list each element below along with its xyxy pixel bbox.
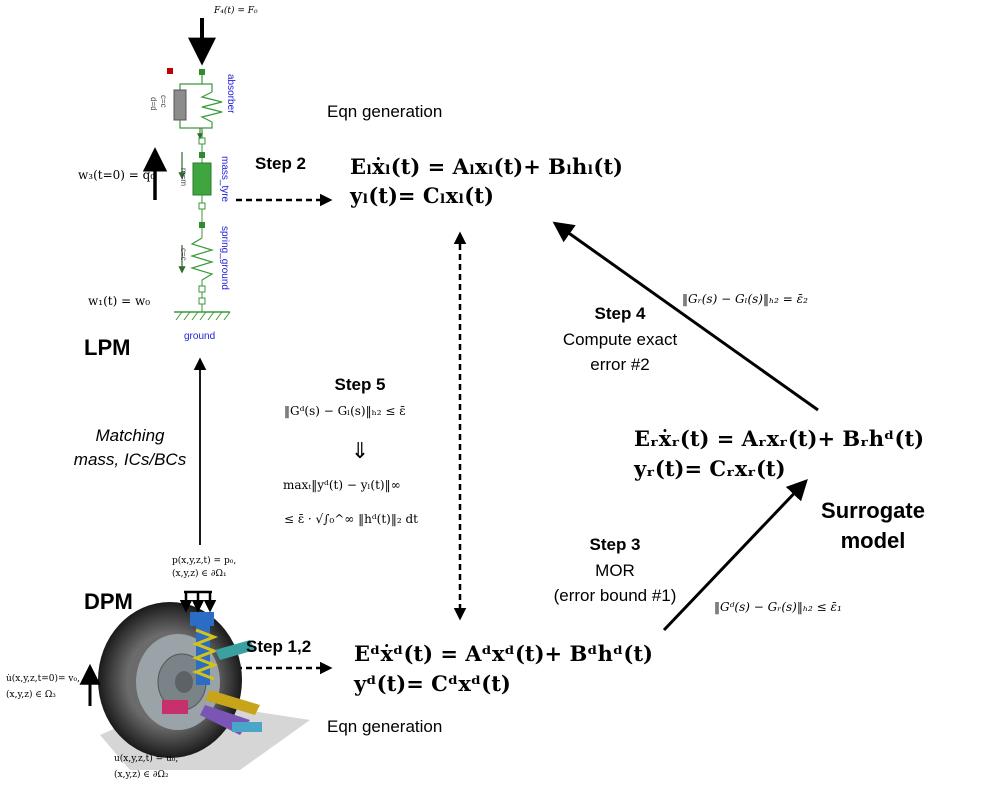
surrogate-line2: model [840,528,906,553]
error1-label: ‖Gᵈ(s) − Gᵣ(s)‖ₕ₂ ≤ ε̄₁ [714,600,842,614]
step4-arrow [552,221,819,412]
mass-tyre-label: mass_tyre [219,156,230,203]
ground-label: ground [184,331,216,342]
d-param-label: d=d [149,97,158,111]
dpm-label: DPM [84,589,133,614]
ic-line1: u̇(x,y,z,t=0)= v₀, [6,674,80,684]
step5-max: maxₜ‖yᵈ(t) − yₗ(t)‖∞ [283,478,401,492]
surrogate-line1: Surrogate [821,498,925,523]
eqn-bottom-line2: yᵈ(t)= Cᵈxᵈ(t) [354,671,511,696]
eqn-bottom-line1: Eᵈẋᵈ(t) = Aᵈxᵈ(t)+ Bᵈhᵈ(t) [354,641,653,666]
step3-line2: (error bound #1) [553,586,677,605]
step5-title: Step 5 [334,375,386,394]
m-param-label: m=m [179,168,188,186]
load-line1: p(x,y,z,t) = p₀, [172,556,237,566]
matching-line1: Matching [95,426,165,445]
eqn-right-line2: yᵣ(t)= Cᵣxᵣ(t) [634,456,786,481]
step12-label: Step 1,2 [246,637,312,656]
node-red [167,68,173,74]
eqn-right-line1: Eᵣẋᵣ(t) = Aᵣxᵣ(t)+ Bᵣhᵈ(t) [634,426,925,451]
mass-block [192,162,212,196]
step5-bound: ‖Gᵈ(s) − Gₗ(s)‖ₕ₂ ≤ ε̄ [284,404,406,418]
damper-block [173,89,187,121]
ground-spring [189,237,215,281]
ic-line2: (x,y,z) ∈ Ω₃ [6,690,56,700]
step5-implies: ⇓ [350,438,370,463]
lpm-label: LPM [84,335,131,360]
step3-arrow [662,478,808,632]
node-top [199,69,205,75]
error2-label: ‖Gᵣ(s) − Gₗ(s)‖ₕ₂ = ε̄₂ [682,292,808,306]
absorber-spring [200,91,223,123]
force-label: F₄(t) = F₀ [214,6,258,16]
w3-label: w₃(t=0) = q₀ [78,168,156,182]
step2-label: Step 2 [255,154,307,173]
step3-title: Step 3 [589,535,641,554]
step4-line1: Compute exact [562,330,678,349]
absorber-label: absorber [225,74,236,114]
load-line2: (x,y,z) ∈ ∂Ω₁ [172,569,227,579]
c-param-label: c=c [159,95,168,108]
c2-param-label: c=c [179,248,188,261]
step4-line2: error #2 [590,355,650,374]
step4-title: Step 4 [594,304,646,323]
bc-line2: (x,y,z) ∈ ∂Ω₂ [114,770,169,780]
bc-line1: u(x,y,z,t) = u₀, [114,754,179,764]
spring-ground-label: spring_ground [219,226,230,290]
step3-line1: MOR [595,561,635,580]
eqn-bottom-caption: Eqn generation [327,717,443,736]
wheel-illustration [98,590,310,770]
eqn-top-line2: yₗ(t)= Cₗxₗ(t) [350,183,494,208]
matching-line2: mass, ICs/BCs [73,450,187,469]
eqn-top-caption: Eqn generation [327,102,443,121]
w1-label: w₁(t) = w₀ [88,294,151,308]
lpm-schematic [167,68,231,321]
eqn-top-line1: Eₗẋₗ(t) = Aₗxₗ(t)+ Bₗhₗ(t) [350,154,623,179]
step5-rhs: ≤ ε̄ · √∫₀^∞ ‖hᵈ(t)‖₂ dt [284,512,418,526]
